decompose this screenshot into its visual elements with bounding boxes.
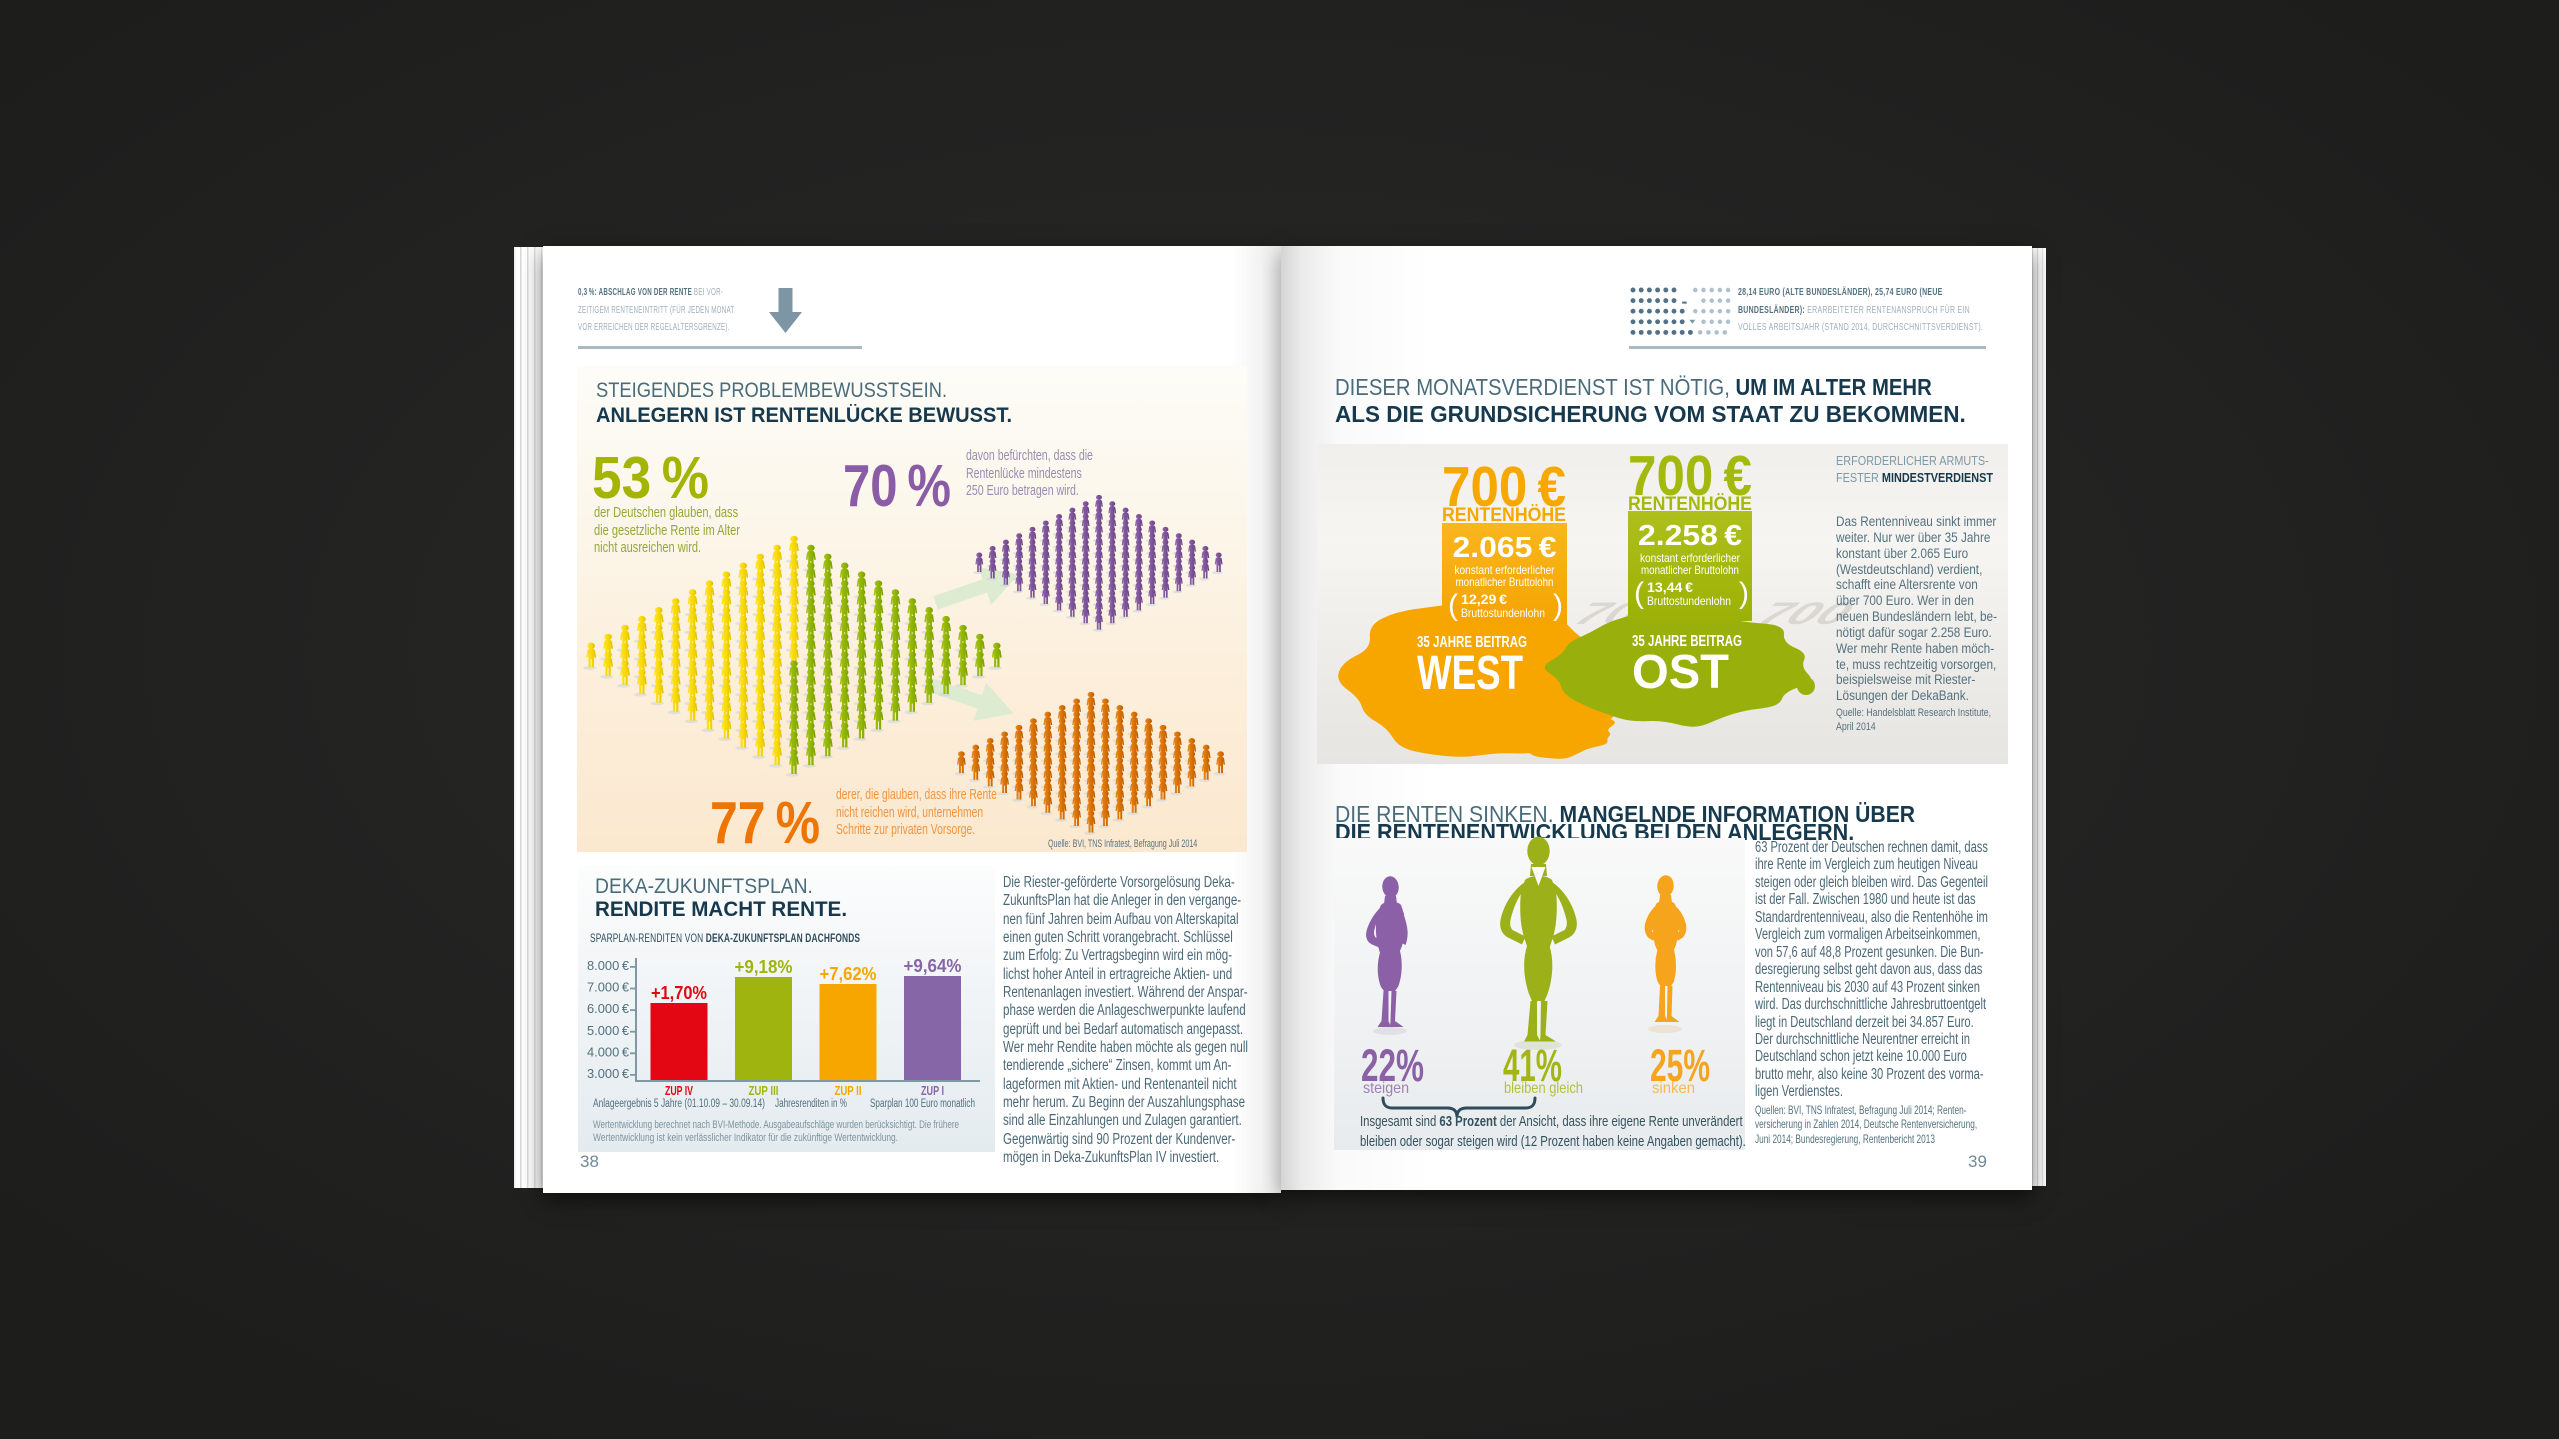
svg-text:Wertentwicklung ist kein verlä: Wertentwicklung ist kein verlässlicher I… (593, 1132, 898, 1144)
svg-text:7.000 €: 7.000 € (587, 981, 629, 995)
svg-text:700 €: 700 € (1442, 455, 1566, 519)
svg-text:700 €: 700 € (1628, 444, 1752, 508)
svg-text:): ) (1739, 577, 1749, 610)
svg-text:Anlageergebnis 5 Jahre (01.10.: Anlageergebnis 5 Jahre (01.10.09 – 30.09… (593, 1098, 765, 1110)
svg-text:RENTENHÖHE: RENTENHÖHE (1628, 494, 1752, 515)
svg-text:8.000 €: 8.000 € (587, 959, 629, 973)
svg-text:konstant erforderlicher: konstant erforderlicher (1640, 551, 1740, 565)
svg-text:monatlicher Bruttolohn: monatlicher Bruttolohn (1456, 575, 1554, 589)
svg-text:ZUP I: ZUP I (921, 1083, 944, 1098)
svg-text:Sparplan 100 Euro monatlich: Sparplan 100 Euro monatlich (870, 1098, 975, 1110)
svg-text:+7,62%: +7,62% (820, 964, 877, 984)
svg-text:6.000 €: 6.000 € (587, 1002, 629, 1016)
svg-text:monatlicher Bruttolohn: monatlicher Bruttolohn (1641, 563, 1739, 577)
svg-text:2.065 €: 2.065 € (1453, 532, 1557, 564)
svg-text:+9,64%: +9,64% (904, 956, 962, 976)
svg-text:ZUP III: ZUP III (749, 1083, 779, 1098)
svg-text:RENTENHÖHE: RENTENHÖHE (1442, 505, 1566, 526)
svg-text:ZUP II: ZUP II (835, 1083, 862, 1098)
svg-text:35 JAHRE BEITRAG: 35 JAHRE BEITRAG (1632, 633, 1742, 650)
svg-text:+9,18%: +9,18% (735, 957, 793, 977)
svg-text:(: ( (1448, 589, 1458, 622)
svg-text:5.000 €: 5.000 € (587, 1024, 629, 1038)
svg-text:+1,70%: +1,70% (651, 983, 707, 1003)
svg-text:2.258 €: 2.258 € (1638, 520, 1742, 552)
svg-text:WEST: WEST (1417, 647, 1523, 700)
svg-text:konstant erforderlicher: konstant erforderlicher (1455, 563, 1555, 577)
svg-text:12,29 €: 12,29 € (1461, 592, 1508, 607)
svg-text:Wertentwicklung berechnet nach: Wertentwicklung berechnet nach BVI-Metho… (593, 1119, 959, 1131)
svg-text:(: ( (1634, 577, 1644, 610)
svg-text:Bruttostundenlohn: Bruttostundenlohn (1461, 606, 1545, 620)
svg-text:13,44 €: 13,44 € (1647, 580, 1694, 595)
svg-text:35 JAHRE BEITRAG: 35 JAHRE BEITRAG (1417, 634, 1527, 651)
svg-text:OST: OST (1632, 646, 1729, 699)
svg-text:ZUP IV: ZUP IV (665, 1083, 693, 1098)
svg-text:Bruttostundenlohn: Bruttostundenlohn (1647, 594, 1731, 608)
svg-text:3.000 €: 3.000 € (587, 1067, 629, 1081)
svg-text:): ) (1553, 589, 1563, 622)
svg-text:4.000 €: 4.000 € (587, 1045, 629, 1059)
svg-text:Jahresrenditen in %: Jahresrenditen in % (775, 1098, 847, 1110)
